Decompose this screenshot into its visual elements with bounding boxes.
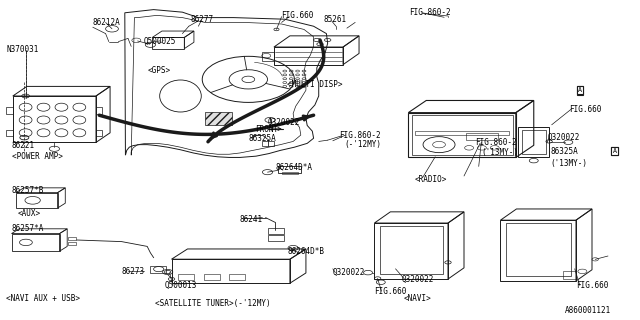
Text: <RADIO>: <RADIO> xyxy=(415,175,447,184)
Text: FIG.660: FIG.660 xyxy=(374,287,406,296)
Text: A860001121: A860001121 xyxy=(564,306,611,315)
Bar xyxy=(522,130,546,154)
Text: 86264D*B: 86264D*B xyxy=(288,247,325,256)
Bar xyxy=(518,127,549,157)
Text: Q500025: Q500025 xyxy=(144,37,177,46)
Bar xyxy=(68,237,76,240)
Text: FIG.860-2: FIG.860-2 xyxy=(339,131,381,140)
Text: <AUX>: <AUX> xyxy=(18,209,41,218)
Text: Q500013: Q500013 xyxy=(165,281,198,290)
Bar xyxy=(268,235,284,241)
Text: FIG.860-2: FIG.860-2 xyxy=(410,8,451,17)
Text: 86273: 86273 xyxy=(122,267,145,276)
Bar xyxy=(150,266,166,273)
Bar xyxy=(506,223,571,276)
Text: 86325A: 86325A xyxy=(248,134,276,143)
Text: 86241: 86241 xyxy=(240,215,263,224)
Text: 86212A: 86212A xyxy=(93,18,120,27)
Text: 86221: 86221 xyxy=(12,141,35,150)
Text: <SATELLITE TUNER>(-'12MY): <SATELLITE TUNER>(-'12MY) xyxy=(155,299,271,308)
Bar xyxy=(282,172,298,174)
Text: 85261: 85261 xyxy=(323,15,346,24)
Text: FIG.660: FIG.660 xyxy=(576,281,609,290)
Bar xyxy=(12,234,60,251)
Text: <MULTI DISP>: <MULTI DISP> xyxy=(287,80,342,89)
Text: <NAVI AUX + USB>: <NAVI AUX + USB> xyxy=(6,294,81,303)
Bar xyxy=(278,166,301,173)
Text: A: A xyxy=(612,148,616,154)
Bar xyxy=(96,107,102,114)
Bar xyxy=(229,274,245,280)
Text: Q320022: Q320022 xyxy=(268,118,300,127)
Text: FIG.660: FIG.660 xyxy=(282,11,314,20)
Text: <POWER AMP>: <POWER AMP> xyxy=(12,152,62,161)
Bar xyxy=(466,133,498,140)
Text: A: A xyxy=(578,87,582,93)
Text: FIG.660: FIG.660 xyxy=(570,105,602,114)
Bar xyxy=(68,242,76,245)
Text: 86325A: 86325A xyxy=(550,147,578,156)
Bar xyxy=(268,228,284,234)
Bar xyxy=(6,107,13,114)
Text: Q320022: Q320022 xyxy=(548,133,580,142)
Bar xyxy=(374,223,448,279)
Bar xyxy=(380,226,443,274)
Text: <NAVI>: <NAVI> xyxy=(403,294,431,303)
Text: 86257*B: 86257*B xyxy=(12,186,44,195)
Bar xyxy=(500,220,576,281)
Bar xyxy=(262,141,274,146)
Text: Q320022: Q320022 xyxy=(402,275,435,284)
Bar xyxy=(274,47,343,65)
Text: Q320022: Q320022 xyxy=(333,268,365,277)
Text: A: A xyxy=(612,148,616,154)
Bar xyxy=(13,96,96,142)
Bar xyxy=(152,37,184,49)
Bar xyxy=(412,115,513,155)
Bar xyxy=(16,193,58,208)
Text: FRONT: FRONT xyxy=(255,125,278,134)
Bar xyxy=(204,274,220,280)
Text: A: A xyxy=(578,87,582,93)
Bar xyxy=(415,131,509,135)
Text: N370031: N370031 xyxy=(6,45,39,54)
Text: 86277: 86277 xyxy=(191,15,214,24)
Text: <GPS>: <GPS> xyxy=(147,66,170,75)
Bar xyxy=(563,271,576,279)
Bar xyxy=(178,274,194,280)
Text: 86264D*A: 86264D*A xyxy=(275,163,312,172)
Bar xyxy=(172,259,290,283)
Polygon shape xyxy=(205,112,232,125)
Text: (-'12MY): (-'12MY) xyxy=(344,140,381,149)
Bar xyxy=(96,130,102,136)
Text: ('13MY-): ('13MY-) xyxy=(550,159,588,168)
Bar xyxy=(6,130,13,136)
Text: FIG.860-2: FIG.860-2 xyxy=(475,138,516,147)
Text: ('13MY-): ('13MY-) xyxy=(481,148,518,157)
Bar xyxy=(408,113,516,157)
Text: 86257*A: 86257*A xyxy=(12,224,44,233)
Bar xyxy=(262,52,274,61)
